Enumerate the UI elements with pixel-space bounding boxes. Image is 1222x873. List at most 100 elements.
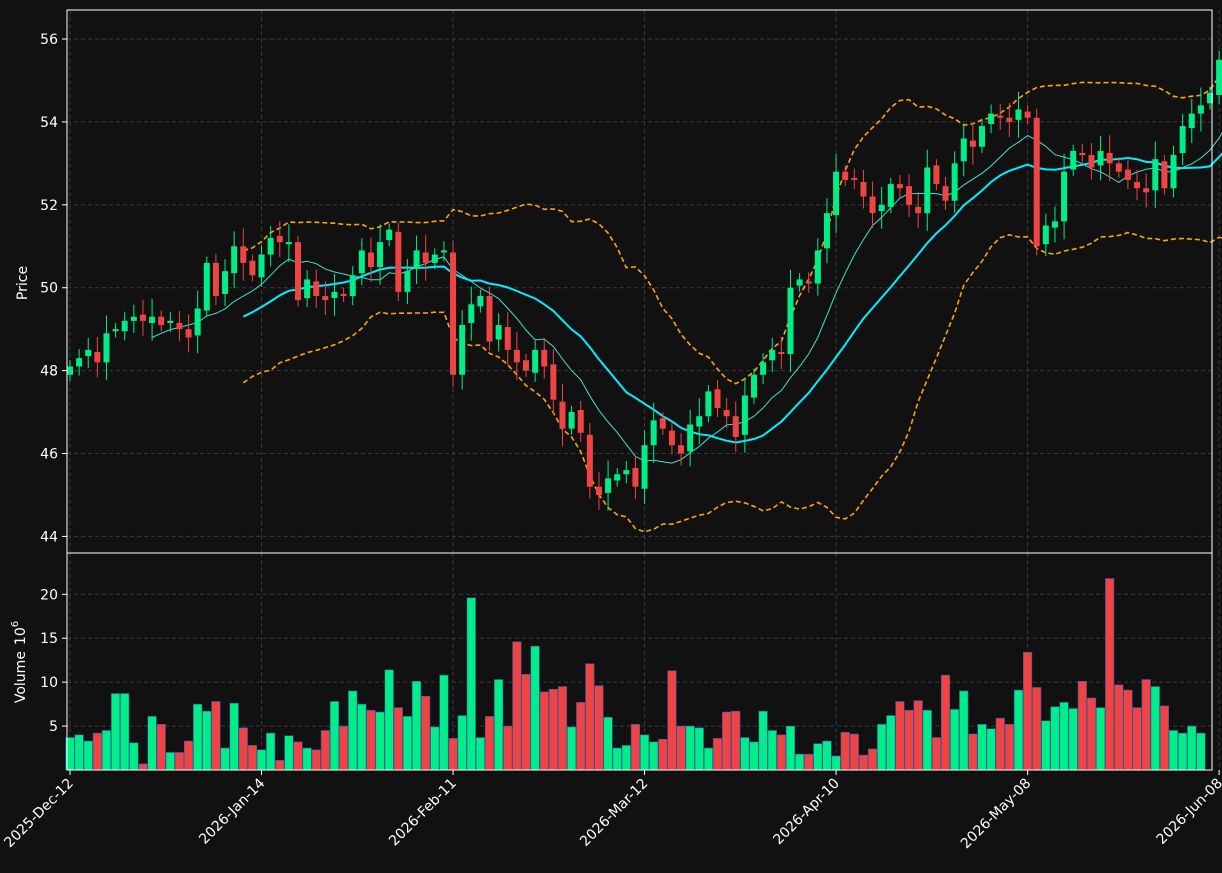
candle-body bbox=[1015, 109, 1022, 120]
volume-bar bbox=[284, 735, 294, 771]
candle-body bbox=[568, 412, 575, 429]
volume-bar bbox=[83, 740, 93, 771]
volume-axis-ticks: 5 10 15 20 bbox=[40, 587, 67, 735]
volume-bar bbox=[649, 741, 659, 771]
candle-body bbox=[1061, 171, 1068, 222]
candle-body bbox=[659, 418, 666, 429]
candle-body bbox=[340, 293, 347, 297]
volume-bar bbox=[804, 753, 814, 771]
volume-bar bbox=[466, 597, 476, 771]
candle-body bbox=[878, 204, 885, 212]
volume-bar bbox=[302, 747, 312, 771]
volume-bar bbox=[703, 747, 713, 771]
volume-bar bbox=[402, 716, 413, 771]
candle-body bbox=[687, 424, 694, 452]
candle-body bbox=[997, 115, 1004, 118]
volume-bar bbox=[411, 680, 422, 771]
volume-bar bbox=[1077, 680, 1087, 771]
volume-bar bbox=[120, 693, 130, 771]
volume-bar bbox=[1004, 724, 1014, 771]
candle-body bbox=[1106, 153, 1113, 164]
volume-bar bbox=[585, 663, 595, 771]
volume-bar bbox=[548, 688, 558, 771]
candle-body bbox=[577, 409, 584, 433]
volume-bar bbox=[165, 752, 175, 771]
volume-bar bbox=[1059, 702, 1069, 771]
volume-bar bbox=[658, 738, 668, 771]
candle-body bbox=[1006, 117, 1013, 122]
price-tick-label: 44 bbox=[40, 529, 58, 545]
volume-bar bbox=[1178, 732, 1188, 771]
candle-body bbox=[185, 329, 192, 338]
volume-bar bbox=[886, 715, 896, 771]
candle-body bbox=[158, 316, 165, 326]
volume-bar bbox=[968, 733, 978, 771]
candle-body bbox=[1115, 163, 1122, 172]
volume-axis-exponent: 6 bbox=[10, 621, 21, 627]
candle-body bbox=[1088, 155, 1095, 168]
candle-body bbox=[1207, 92, 1213, 104]
price-tick-label: 52 bbox=[40, 198, 58, 214]
candle-body bbox=[103, 333, 110, 363]
volume-bar bbox=[858, 754, 869, 771]
volume-bar bbox=[749, 741, 759, 771]
candle-body bbox=[1070, 150, 1077, 170]
candle-body bbox=[212, 262, 219, 297]
candle-body bbox=[559, 401, 566, 429]
volume-bar bbox=[986, 728, 996, 771]
volume-bar bbox=[776, 734, 786, 771]
candle-body bbox=[979, 126, 985, 147]
lower-band-line bbox=[242, 231, 1222, 533]
volume-bar bbox=[794, 753, 805, 771]
volume-bar bbox=[867, 748, 878, 771]
candle-body bbox=[285, 242, 292, 245]
candle-body bbox=[267, 237, 274, 255]
volume-bar bbox=[329, 701, 340, 771]
candle-body bbox=[413, 250, 420, 270]
volume-bar bbox=[557, 686, 568, 771]
candles bbox=[67, 50, 1222, 511]
volume-grid bbox=[67, 553, 1220, 770]
candle-body bbox=[94, 351, 101, 363]
volume-bar bbox=[238, 727, 248, 771]
price-tick-label: 46 bbox=[40, 447, 58, 463]
candle-body bbox=[605, 478, 612, 493]
candle-body bbox=[887, 184, 894, 207]
candle-body bbox=[787, 287, 794, 355]
volume-bar bbox=[457, 715, 467, 771]
volume-bar bbox=[1141, 679, 1151, 771]
volume-bar bbox=[822, 740, 832, 771]
candle-body bbox=[322, 296, 329, 301]
volume-tick-label: 5 bbox=[49, 719, 58, 735]
candle-body bbox=[960, 138, 967, 162]
volume-bar bbox=[193, 703, 203, 771]
volume-bar bbox=[74, 734, 84, 771]
volume-bar bbox=[895, 701, 905, 771]
candle-body bbox=[814, 250, 821, 284]
volume-bar bbox=[877, 724, 887, 771]
volume-bar bbox=[275, 760, 285, 771]
volume-bar bbox=[1068, 708, 1078, 771]
volume-bar bbox=[1150, 686, 1160, 771]
candle-body bbox=[678, 445, 685, 454]
volume-bar bbox=[931, 737, 941, 771]
candle-body bbox=[1042, 225, 1049, 245]
candle-body bbox=[85, 349, 92, 357]
volume-bar bbox=[430, 726, 440, 771]
candle-body bbox=[149, 316, 156, 323]
volume-bar bbox=[813, 743, 823, 771]
volume-bar bbox=[101, 730, 112, 771]
candle-body bbox=[969, 140, 976, 147]
candle-body bbox=[896, 184, 903, 189]
volume-bar bbox=[722, 711, 732, 771]
volume-bar bbox=[138, 763, 148, 771]
volume-bar bbox=[904, 709, 914, 771]
volume-bar bbox=[1196, 732, 1206, 771]
volume-bar bbox=[1168, 730, 1179, 771]
volume-bar bbox=[1114, 684, 1124, 771]
candle-body bbox=[550, 364, 557, 400]
volume-bar bbox=[731, 710, 741, 771]
volume-bar bbox=[831, 755, 841, 771]
candle-body bbox=[823, 213, 830, 249]
volume-bar bbox=[448, 738, 458, 771]
